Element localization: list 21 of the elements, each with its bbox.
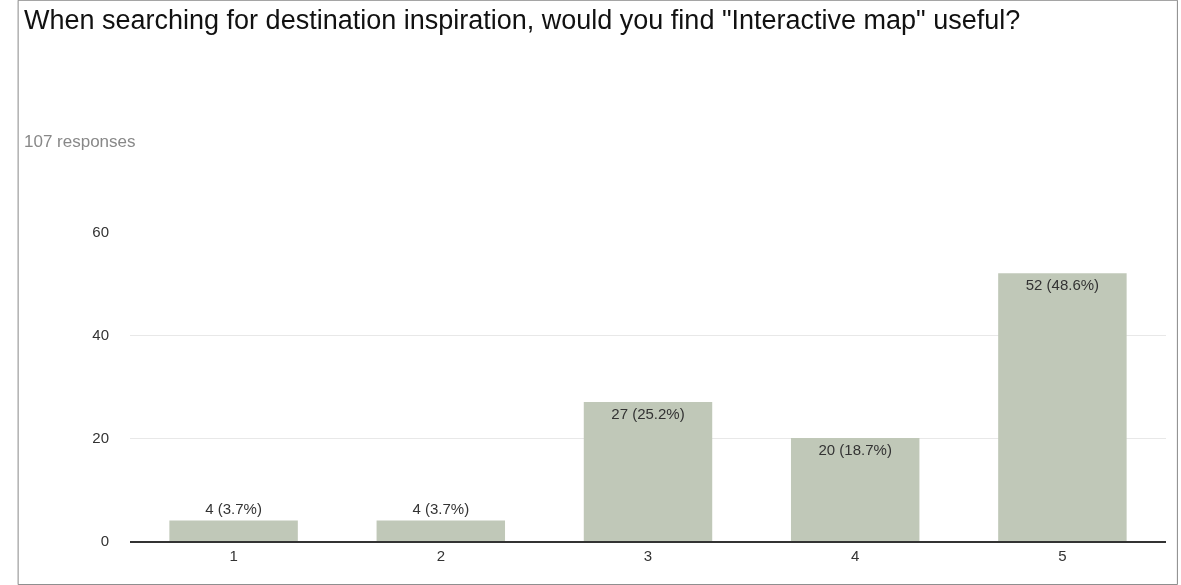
y-tick-label: 60 [92, 223, 109, 241]
x-tick-label: 2 [436, 546, 445, 564]
bar [583, 401, 713, 541]
chart-subtitle: 107 responses [24, 132, 136, 151]
data-label: 4 (3.7%) [205, 500, 262, 518]
x-tick-label: 4 [851, 546, 860, 564]
chart-title: When searching for destination inspiration, would you find "Interactive map" useful? [24, 5, 1021, 35]
x-tick-label: 1 [229, 546, 238, 564]
bar [169, 520, 298, 541]
data-label: 4 (3.7%) [412, 500, 470, 518]
x-tick-label: 5 [1058, 546, 1067, 564]
bar [998, 273, 1127, 541]
data-label: 20 (18.7%) [818, 441, 892, 458]
bar [790, 438, 920, 541]
x-tick-label: 3 [643, 546, 653, 564]
bar [376, 520, 506, 541]
y-tick-label: 20 [92, 429, 109, 447]
y-tick-label: 40 [92, 326, 109, 344]
data-label: 27 (25.2%) [611, 404, 685, 422]
data-label: 52 (48.6%) [1025, 276, 1100, 294]
y-tick-label: 0 [100, 532, 109, 550]
